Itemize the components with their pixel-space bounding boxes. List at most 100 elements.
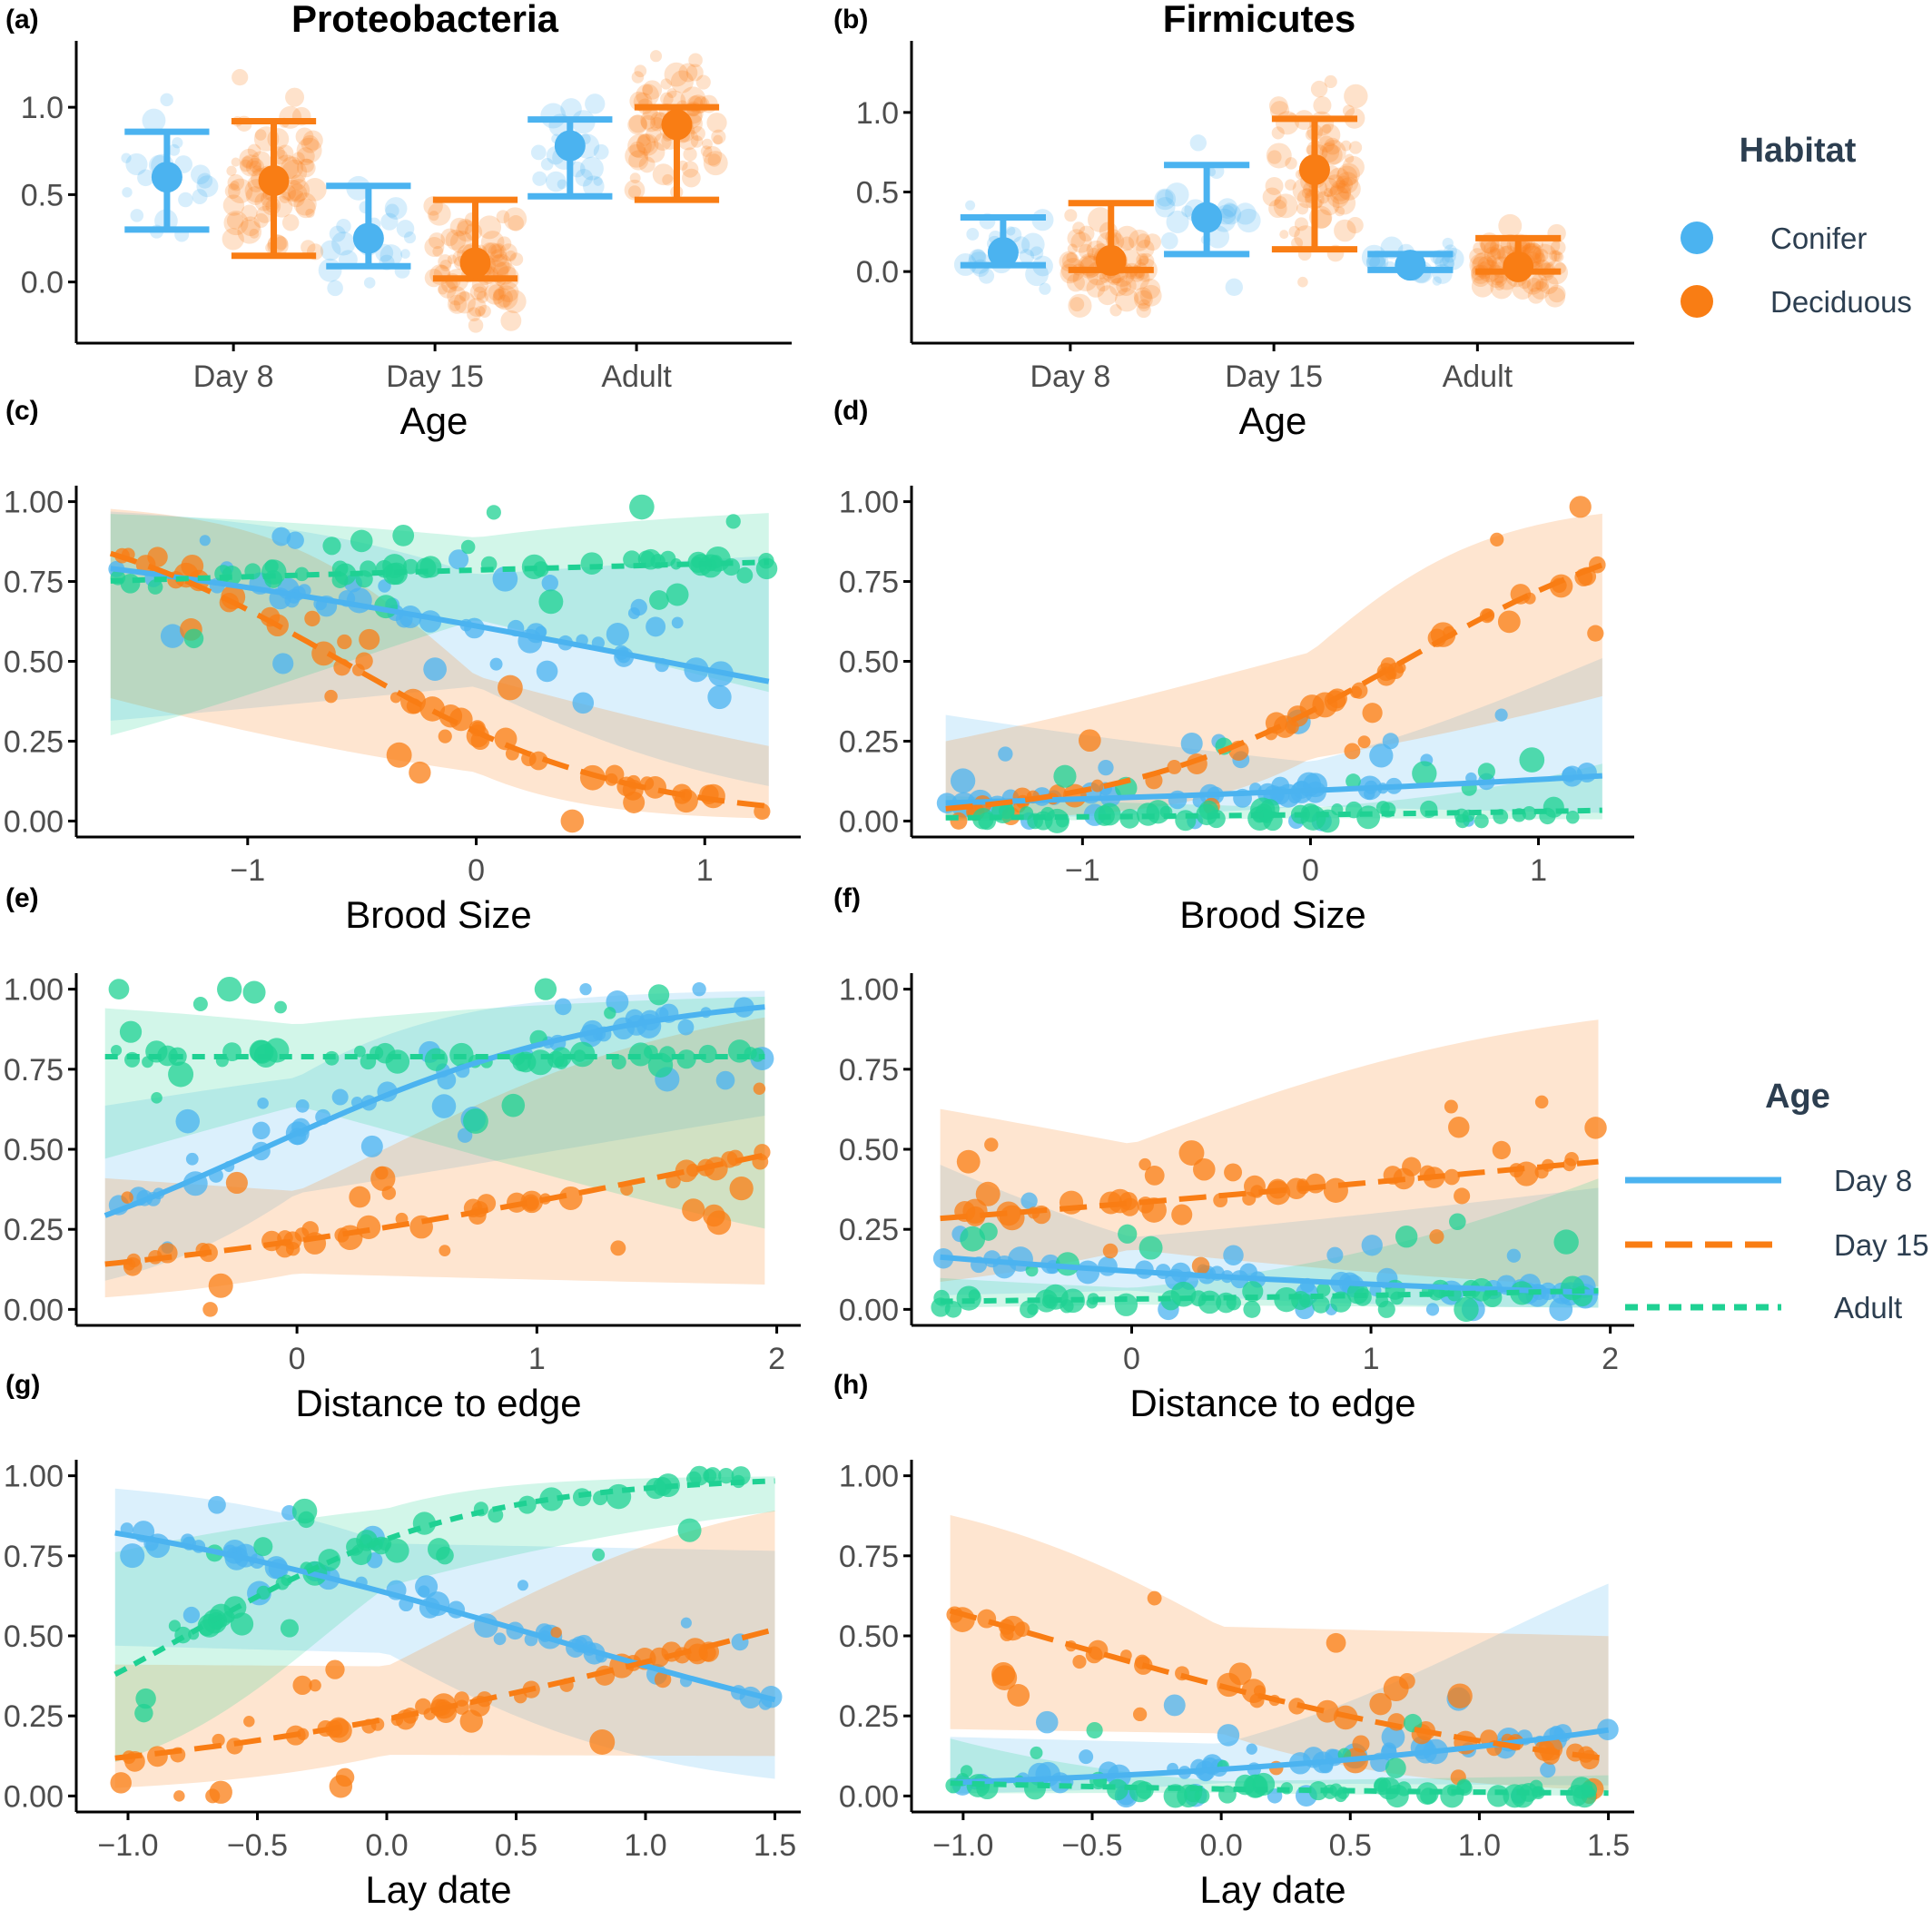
jitter-point [295,198,316,219]
jitter-point [1096,277,1110,292]
data-point [225,1171,248,1195]
jitter-point [1342,104,1355,117]
jitter-point [627,114,647,135]
data-point [202,1302,218,1317]
data-point [1494,708,1508,722]
jitter-point [629,172,641,184]
data-point [1020,1300,1038,1319]
data-point [304,610,320,627]
y-tick-label: 0.25 [4,1699,64,1734]
x-tick-label: Adult [601,359,672,394]
legend-deciduous-marker [1681,285,1713,318]
data-point [175,1108,201,1134]
y-tick-label: 1.0 [21,91,64,125]
data-point [280,1619,300,1638]
data-point [1346,773,1361,789]
mean-point [1503,251,1534,282]
jitter-point [400,249,410,259]
data-point [1312,1295,1330,1314]
jitter-point [1059,251,1080,272]
data-point [185,1152,199,1166]
data-point [671,616,684,629]
jitter-point [296,158,316,178]
jitter-point [1533,239,1543,250]
data-point [606,623,629,646]
panel-c: 0.00 0.25 0.50 0.75 1.00 −1 0 1 Brood Size (c) [4,396,801,936]
jitter-point [429,211,439,222]
jitter-point [142,108,166,133]
jitter-point [1534,248,1549,262]
jitter-point [300,158,314,173]
fit-line-adult [945,807,1602,821]
jitter-point [385,203,399,218]
legend-conifer-label: Conifer [1770,222,1867,255]
jitter-point [380,212,399,231]
data-point [648,984,670,1006]
jitter-point [1550,240,1566,256]
jitter-point [296,137,322,163]
data-point [460,539,476,555]
jitter-point [662,173,674,186]
jitter-point [1490,276,1513,300]
jitter-point [1165,182,1189,207]
data-point [1178,1140,1205,1166]
data-point [1243,1300,1261,1318]
jitter-point [160,93,173,107]
jitter-point [196,175,219,198]
data-point [975,1181,1000,1206]
fit-line-adult [950,1780,1609,1797]
data-point [1042,1284,1069,1310]
data-point [644,776,667,799]
ribbon-day-15 [940,1019,1599,1287]
data-point [1129,1779,1152,1803]
jitter-point [480,231,505,254]
data-point [1492,1140,1511,1160]
jitter-point [1139,278,1161,300]
jitter-point [449,217,469,237]
jitter-point [1266,143,1292,169]
jitter-point [1181,205,1194,218]
x-tick-label: 2 [768,1342,785,1376]
jitter-point [445,229,467,251]
jitter-point [1291,237,1304,250]
x-tick-label: 0 [289,1342,306,1376]
data-point [217,976,242,1002]
jitter-point [1344,84,1368,109]
jitter-point [303,178,327,202]
jitter-point [1039,282,1051,295]
jitter-point [1061,252,1079,270]
ribbon-day-15 [945,513,1602,820]
data-point [386,742,412,768]
jitter-point [1262,187,1282,207]
jitter-point [1217,198,1238,219]
x-tick-label: Adult [1443,359,1513,394]
data-point [415,557,437,578]
jitter-point [488,242,507,262]
jitter-point [1539,274,1559,295]
jitter-point [1109,304,1122,317]
panel-title-a: Proteobacteria [291,0,559,40]
data-point [350,529,373,553]
jitter-point [396,220,415,238]
data-point [551,1047,572,1068]
fit-line-day-15 [945,562,1603,812]
jitter-point [489,249,508,267]
jitter-point [1531,281,1550,300]
data-point [1369,1692,1392,1716]
data-point [1223,1245,1244,1265]
mean-point [1298,153,1330,185]
data-point [198,1619,215,1637]
jitter-point [172,137,183,149]
data-point [192,996,208,1012]
data-point [1377,1777,1401,1800]
data-point [352,664,365,676]
data-point [1308,1781,1328,1801]
jitter-point [1133,287,1153,306]
data-point [1357,735,1371,749]
fit-line-day-15 [949,1608,1609,1762]
data-point [1138,1236,1163,1260]
ribbon-adult [940,1178,1599,1308]
data-point [212,1733,225,1748]
jitter-point [499,243,518,261]
